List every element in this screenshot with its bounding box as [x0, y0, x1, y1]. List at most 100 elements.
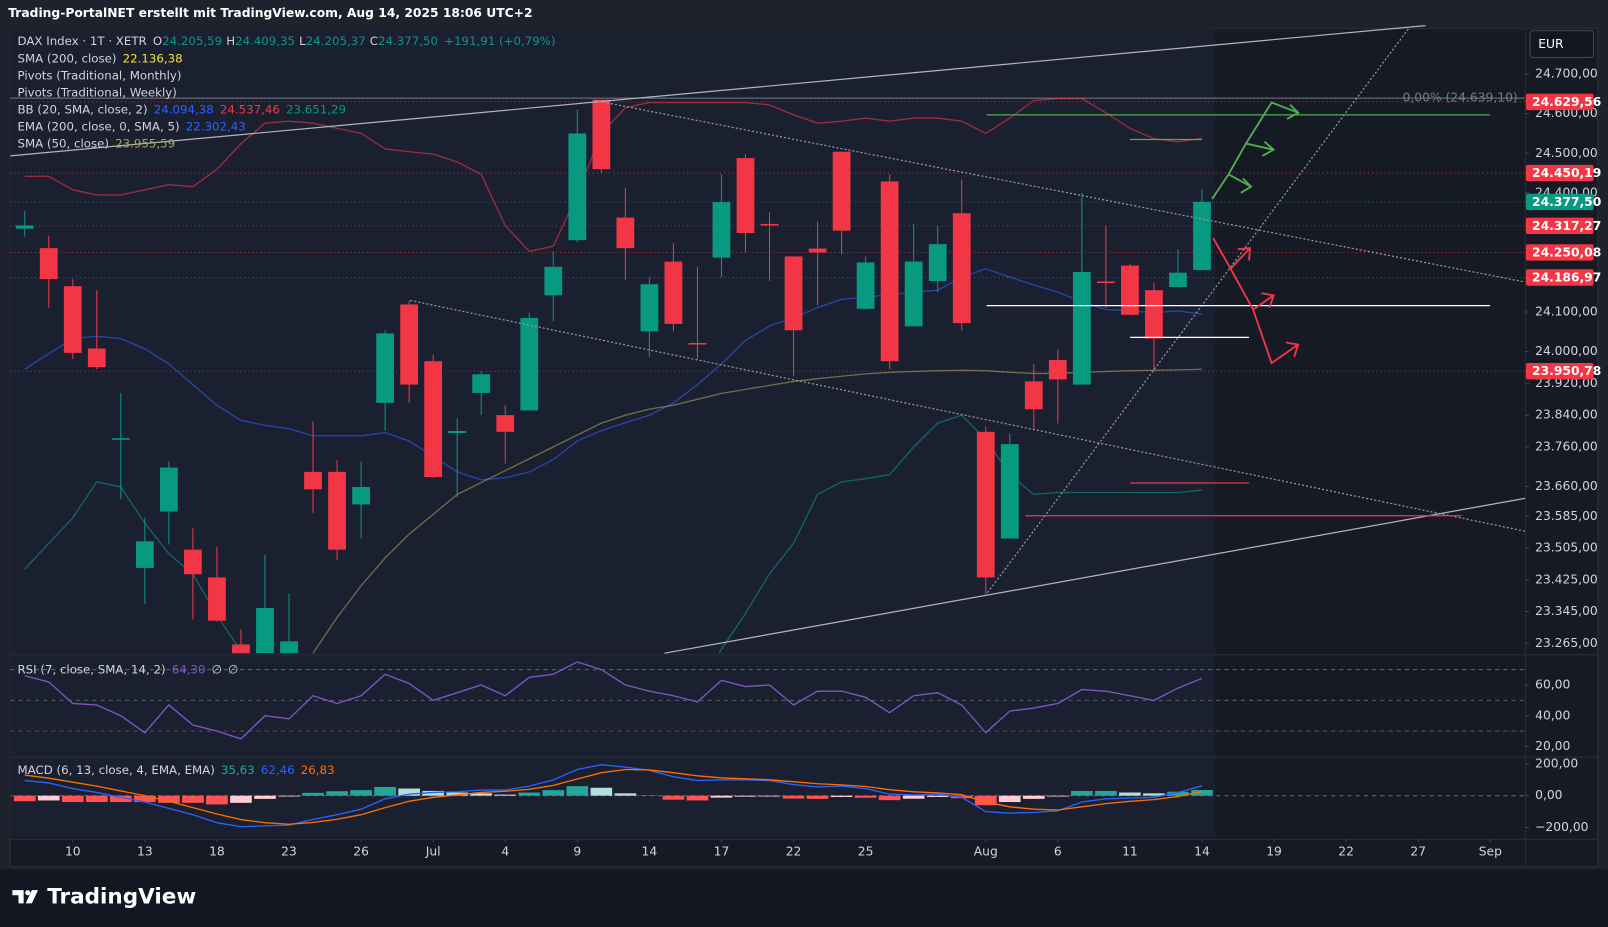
price-tag-label: 24.317,27: [1532, 219, 1601, 233]
logo-dot: [25, 890, 31, 896]
x-tick-label: Sep: [1479, 845, 1502, 859]
histogram-bar: [158, 795, 180, 803]
arrow-head: [1286, 103, 1300, 120]
candle-body: [1096, 281, 1115, 284]
indicator-value: 22.136,38: [123, 51, 183, 65]
bear-arrows: [1212, 237, 1300, 365]
macd-pane: [10, 763, 1525, 828]
quote-value: 24.409,35: [235, 34, 295, 48]
candle-body: [1193, 201, 1211, 271]
histogram-bar: [110, 795, 132, 803]
indicator-name: BB (20, SMA, close, 2): [17, 102, 147, 116]
price-tag-label: 24.377,50: [1532, 195, 1601, 209]
y-tick-label: 23.345,00: [1535, 604, 1598, 618]
x-tick-label: 14: [642, 845, 658, 859]
candle-body: [640, 284, 659, 332]
histogram-bar: [494, 794, 517, 796]
x-tick-label: 18: [209, 845, 225, 859]
indicator-line: [24, 268, 1203, 481]
currency-box[interactable]: [1529, 30, 1595, 58]
macd-value: 62,46: [261, 763, 295, 777]
history-region: [10, 28, 1216, 838]
candle-body: [15, 225, 34, 229]
histogram-bar: [662, 795, 685, 800]
candle-body: [736, 158, 755, 234]
candle-body: [232, 644, 250, 654]
candle-body: [568, 133, 587, 241]
histogram-bar: [37, 795, 60, 801]
candle-body: [592, 99, 611, 170]
quote-value: 24.205,37: [306, 34, 366, 48]
indicator-value: 24.094,38: [154, 102, 214, 116]
histogram-bar: [422, 790, 444, 796]
y-tick-label: 24.700,00: [1535, 66, 1598, 80]
histogram-bar: [182, 795, 204, 803]
price-tag: [1525, 164, 1594, 182]
candle-body: [376, 333, 394, 403]
trendline: [10, 25, 1426, 157]
histogram-bar: [134, 795, 156, 803]
histogram-bar: [902, 795, 925, 799]
histogram-bar: [710, 795, 733, 798]
candle-body: [712, 202, 731, 258]
price-tag-label: 23.950,78: [1532, 364, 1601, 378]
logo: TradingView: [12, 884, 196, 909]
candle-body: [904, 261, 923, 327]
histogram-bar: [470, 793, 493, 796]
macd-title: MACD (6, 13, close, 4, EMA, EMA): [17, 763, 214, 777]
quote-value: 24.377,50: [378, 34, 438, 48]
x-tick-label: 25: [858, 845, 874, 859]
x-tick-label: 11: [1122, 845, 1138, 859]
histogram-bar: [446, 792, 468, 796]
x-tick-label: 27: [1410, 845, 1426, 859]
y-tick-label: 24.500,00: [1535, 146, 1598, 160]
rsi-title: RSI (7, close, SMA, 14, 2): [17, 662, 165, 676]
y-tick-label: 24.100,00: [1535, 304, 1598, 318]
price-tag: [1525, 244, 1594, 261]
rsi-pane: [10, 661, 1525, 740]
x-tick-label: 17: [714, 845, 730, 859]
brand: TradingView: [47, 884, 196, 909]
histogram-bar: [518, 792, 541, 796]
histogram-bar: [830, 795, 853, 797]
candle-body: [1024, 381, 1043, 410]
candle-body: [448, 431, 467, 434]
trendline: [987, 26, 1411, 594]
attribution: Trading-PortalNET erstellt mit TradingVi…: [8, 6, 532, 20]
histogram-bar: [974, 795, 997, 806]
macd-value: 35,63: [221, 763, 255, 777]
price-tag-label: 24.629,56: [1532, 95, 1601, 109]
candle-body: [928, 244, 947, 282]
histogram-bar: [374, 786, 396, 796]
legend-indicator: SMA (200, close) 22.136,38: [17, 51, 182, 65]
price-tag: [1525, 269, 1594, 286]
candle-body: [856, 262, 875, 309]
histogram-bar: [686, 795, 709, 801]
quote-key: O: [153, 34, 162, 48]
arrow: [1245, 101, 1299, 145]
arrow-head: [1261, 140, 1276, 157]
histogram-bar: [734, 795, 757, 797]
candle-body: [87, 348, 106, 368]
candle-body: [1169, 272, 1187, 288]
y-tick-label: 23.660,00: [1535, 479, 1598, 493]
candle-body: [304, 471, 322, 490]
currency-label[interactable]: EUR: [1538, 37, 1564, 51]
legend-rsi: RSI (7, close, SMA, 14, 2) 64,30 ∅ ∅: [17, 662, 238, 676]
histogram-bar: [614, 793, 637, 796]
candle-body: [544, 266, 563, 296]
y-tick-label: 20,00: [1535, 739, 1570, 753]
arrow-head: [1240, 177, 1253, 194]
legend-indicator: EMA (200, close, 0, SMA, 5) 22.302,43: [17, 119, 245, 133]
candle-body: [1145, 290, 1163, 339]
histogram-bar: [1143, 793, 1165, 796]
quote-key: C: [370, 34, 378, 48]
histogram-bar: [878, 795, 901, 801]
price-tag-label: 24.186,97: [1532, 271, 1601, 285]
candle-body: [808, 248, 827, 253]
currency-button[interactable]: EUR: [1529, 30, 1595, 58]
candle-body: [664, 261, 683, 324]
candle-body: [760, 223, 779, 226]
y-tick-label: 23.425,00: [1535, 572, 1598, 586]
histogram-bar: [1191, 790, 1213, 796]
